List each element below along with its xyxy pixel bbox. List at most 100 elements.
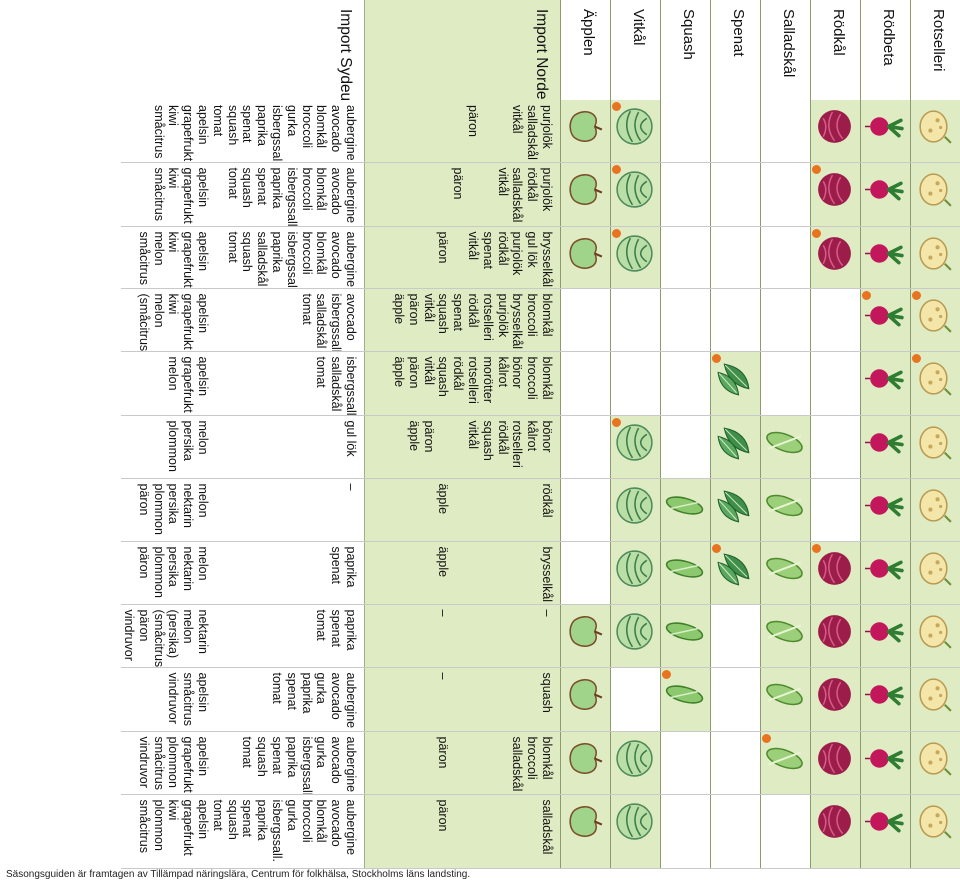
- list-item: [480, 673, 495, 731]
- list-item: brysselkål: [540, 231, 554, 288]
- list-item: squash: [240, 167, 255, 208]
- vegetable-name: Rödbeta: [880, 9, 897, 66]
- availability-cell-apr: [910, 288, 960, 351]
- list-item: squash: [436, 293, 451, 334]
- availability-cell-feb: [710, 162, 761, 226]
- availability-cell-jan: [860, 100, 911, 162]
- list-item: nektarin: [181, 483, 196, 528]
- list-item: apelsin: [196, 293, 211, 334]
- list-item: plommon: [151, 546, 166, 598]
- list-item: päron: [136, 609, 151, 642]
- list-item: kiwi: [166, 293, 181, 315]
- list-item: squash: [255, 736, 270, 777]
- list-item: [254, 294, 269, 351]
- list-item: gurka: [284, 105, 299, 137]
- south-import-cell-dec: aubergine avocado blomkål broccoli gurka isbe…: [121, 794, 365, 868]
- spinach-icon: [714, 485, 755, 526]
- list-item: melon: [196, 546, 211, 581]
- swedish-season-dot-icon: [662, 669, 671, 679]
- south-import-list: paprika spenat melon nektarin persika plommon…: [136, 542, 364, 604]
- list-item: kålrot: [495, 356, 510, 388]
- vegetable-row-applen: Äpplen: [560, 0, 611, 868]
- white-cabbage-icon: [614, 422, 655, 463]
- list-item: [480, 547, 495, 604]
- white-cabbage-icon: [614, 548, 655, 589]
- list-item: plommon: [166, 736, 181, 788]
- list-item: [524, 800, 539, 868]
- list-item: melon: [151, 293, 166, 328]
- vegetable-name: Spenat: [730, 9, 747, 57]
- list-item: plommon: [166, 420, 181, 472]
- list-item: [269, 421, 284, 478]
- swedish-season-dot-icon: [712, 353, 721, 363]
- list-item: [510, 673, 525, 731]
- list-item: rödkål: [495, 420, 510, 455]
- list-item: spenat: [255, 167, 270, 206]
- vegetable-row-rodkal: Rödkål: [810, 0, 861, 868]
- list-item: [254, 484, 269, 541]
- list-item: [328, 421, 343, 478]
- availability-cell-aug: [610, 541, 661, 604]
- list-item: kålrot: [525, 420, 540, 452]
- availability-cell-jun: [810, 415, 861, 478]
- napa-cabbage-icon: [764, 611, 805, 652]
- list-item: [225, 547, 240, 604]
- availability-cell-jun: [660, 415, 711, 478]
- availability-cell-feb: [760, 162, 811, 226]
- white-cabbage-icon: [614, 106, 655, 147]
- swedish-season-dot-icon: [612, 102, 621, 111]
- north-import-list: purjolök rödkål salladskål vitkål päron: [450, 163, 560, 226]
- list-item: plommon: [151, 483, 166, 535]
- list-item: –: [540, 609, 554, 617]
- list-item: [450, 737, 465, 794]
- beetroot-icon: [864, 674, 905, 715]
- list-item: spenat: [270, 736, 285, 775]
- availability-cell-dec: [560, 794, 611, 868]
- south-import-list: – melon nektarin persika plommon päron: [136, 479, 364, 541]
- list-item: apelsin: [196, 356, 211, 397]
- list-item: [480, 168, 495, 226]
- list-item: plommon: [151, 799, 166, 851]
- list-item: äpple: [406, 420, 421, 452]
- list-item: [299, 547, 314, 604]
- list-item: [269, 294, 284, 351]
- list-item: gul lök: [525, 231, 540, 268]
- availability-cell-nov: [710, 731, 761, 794]
- list-item: [284, 484, 299, 541]
- list-item: [465, 547, 480, 604]
- celeriac-icon: [914, 358, 955, 399]
- north-import-list: salladskål päron: [436, 795, 560, 868]
- list-item: spenat: [329, 609, 344, 648]
- north-import-header: Import Nordeuropa: [364, 0, 561, 100]
- list-item: gurka: [284, 799, 299, 831]
- availability-cell-jul: [810, 478, 861, 541]
- list-item: grapefrukt: [181, 293, 196, 350]
- availability-cell-jun: [560, 415, 611, 478]
- list-item: kiwi: [166, 799, 181, 821]
- north-import-list: blomkål broccoli salladskål päron: [436, 732, 560, 794]
- vegetable-row-salladskal: Salladskål: [760, 0, 811, 868]
- vegetable-row-squash: Squash: [660, 0, 711, 868]
- list-item: aubergine: [344, 672, 358, 729]
- list-item: melon: [196, 420, 211, 455]
- vegetable-name: Äpplen: [580, 9, 597, 56]
- list-item: äpple: [392, 356, 407, 388]
- availability-cell-mar: [860, 226, 911, 288]
- list-item: persika: [166, 483, 181, 524]
- list-item: isbergssall.: [270, 799, 285, 863]
- south-import-list: aubergine avocado gurka paprika spenat tomat a…: [166, 668, 364, 731]
- beetroot-icon: [864, 738, 905, 779]
- red-cabbage-icon: [814, 738, 855, 779]
- list-item: tomat: [314, 609, 329, 641]
- celeriac-icon: [914, 169, 955, 210]
- list-item: [450, 610, 465, 667]
- north-import-list: – –: [436, 605, 560, 667]
- list-item: isbergssall.: [270, 105, 285, 162]
- list-item: salladskål: [540, 799, 554, 855]
- list-item: [450, 421, 465, 478]
- list-item: päron: [436, 231, 451, 264]
- celeriac-icon: [914, 422, 955, 463]
- availability-cell-dec: [760, 794, 811, 868]
- list-item: persika: [181, 420, 196, 461]
- availability-cell-nov: [610, 731, 661, 794]
